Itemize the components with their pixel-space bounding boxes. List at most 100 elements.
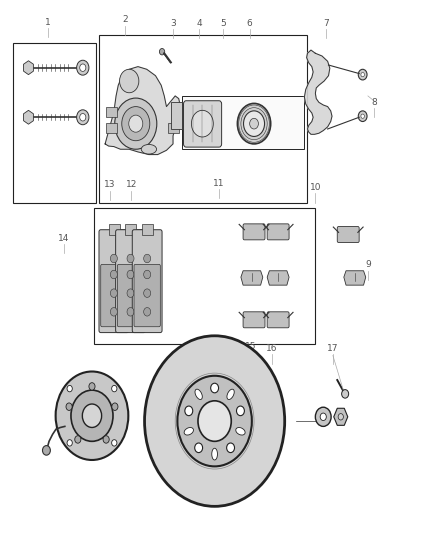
Polygon shape xyxy=(304,50,332,134)
Ellipse shape xyxy=(212,448,217,460)
Circle shape xyxy=(89,383,95,390)
Circle shape xyxy=(211,383,219,393)
Circle shape xyxy=(159,49,165,55)
Text: 12: 12 xyxy=(126,180,137,189)
Text: 13: 13 xyxy=(104,180,115,189)
Circle shape xyxy=(361,114,364,118)
Bar xyxy=(106,107,117,117)
Circle shape xyxy=(112,385,117,392)
Text: 7: 7 xyxy=(323,19,329,28)
Circle shape xyxy=(338,414,343,420)
FancyBboxPatch shape xyxy=(337,227,359,243)
Circle shape xyxy=(358,111,367,122)
Circle shape xyxy=(77,60,89,75)
Circle shape xyxy=(191,110,213,137)
Circle shape xyxy=(198,401,231,441)
Bar xyxy=(125,224,136,235)
Circle shape xyxy=(110,270,117,279)
Ellipse shape xyxy=(227,389,234,400)
Circle shape xyxy=(122,107,150,141)
Circle shape xyxy=(42,446,50,455)
Text: 9: 9 xyxy=(365,260,371,269)
Circle shape xyxy=(110,308,117,316)
Ellipse shape xyxy=(195,389,202,400)
Bar xyxy=(13,43,96,203)
Bar xyxy=(142,224,153,235)
Circle shape xyxy=(177,376,252,466)
Circle shape xyxy=(226,443,234,453)
Bar xyxy=(106,123,117,133)
Text: 8: 8 xyxy=(371,98,378,107)
FancyBboxPatch shape xyxy=(243,312,265,328)
Bar xyxy=(109,224,120,235)
Bar xyxy=(94,208,315,344)
Circle shape xyxy=(77,110,89,125)
Circle shape xyxy=(361,72,364,77)
Circle shape xyxy=(67,385,72,392)
Text: 3: 3 xyxy=(170,19,176,28)
Circle shape xyxy=(127,308,134,316)
FancyBboxPatch shape xyxy=(267,312,289,328)
Circle shape xyxy=(185,406,193,416)
Ellipse shape xyxy=(184,427,194,435)
Circle shape xyxy=(120,69,139,93)
Circle shape xyxy=(144,270,151,279)
Circle shape xyxy=(127,270,134,279)
Circle shape xyxy=(237,406,244,416)
FancyBboxPatch shape xyxy=(99,230,129,333)
Text: 11: 11 xyxy=(213,179,225,188)
Text: 16: 16 xyxy=(266,344,277,353)
Text: 14: 14 xyxy=(58,233,69,243)
Polygon shape xyxy=(241,271,263,285)
Circle shape xyxy=(145,336,285,506)
Circle shape xyxy=(144,308,151,316)
Circle shape xyxy=(115,98,157,149)
Bar xyxy=(171,102,182,129)
Polygon shape xyxy=(105,67,180,155)
FancyBboxPatch shape xyxy=(116,230,145,333)
Circle shape xyxy=(127,254,134,263)
Bar xyxy=(99,35,307,203)
Circle shape xyxy=(103,435,109,443)
Ellipse shape xyxy=(236,427,245,435)
Circle shape xyxy=(110,289,117,297)
Text: 6: 6 xyxy=(247,19,253,28)
Circle shape xyxy=(112,403,118,410)
Circle shape xyxy=(342,390,349,398)
Circle shape xyxy=(80,64,86,71)
Bar xyxy=(168,123,179,133)
Polygon shape xyxy=(24,61,33,75)
Circle shape xyxy=(71,390,113,441)
Circle shape xyxy=(315,407,331,426)
Circle shape xyxy=(129,115,143,132)
FancyBboxPatch shape xyxy=(117,264,144,327)
Text: 1: 1 xyxy=(45,18,51,27)
Circle shape xyxy=(250,118,258,129)
Circle shape xyxy=(75,435,81,443)
Circle shape xyxy=(320,413,326,421)
FancyBboxPatch shape xyxy=(101,264,127,327)
Text: 15: 15 xyxy=(245,342,256,351)
Circle shape xyxy=(358,69,367,80)
Circle shape xyxy=(67,440,72,446)
Ellipse shape xyxy=(141,144,157,154)
Circle shape xyxy=(66,403,72,410)
FancyBboxPatch shape xyxy=(267,224,289,240)
Polygon shape xyxy=(24,110,33,124)
Text: 2: 2 xyxy=(122,15,127,24)
Polygon shape xyxy=(344,271,366,285)
FancyBboxPatch shape xyxy=(134,264,160,327)
Bar xyxy=(182,96,304,149)
Circle shape xyxy=(110,254,117,263)
Polygon shape xyxy=(267,271,289,285)
Circle shape xyxy=(112,440,117,446)
FancyBboxPatch shape xyxy=(132,230,162,333)
Text: 10: 10 xyxy=(310,183,321,192)
Circle shape xyxy=(144,254,151,263)
Circle shape xyxy=(237,103,271,144)
Circle shape xyxy=(244,111,265,136)
Text: 4: 4 xyxy=(197,19,202,28)
Circle shape xyxy=(80,114,86,121)
Polygon shape xyxy=(334,408,348,425)
FancyBboxPatch shape xyxy=(243,224,265,240)
